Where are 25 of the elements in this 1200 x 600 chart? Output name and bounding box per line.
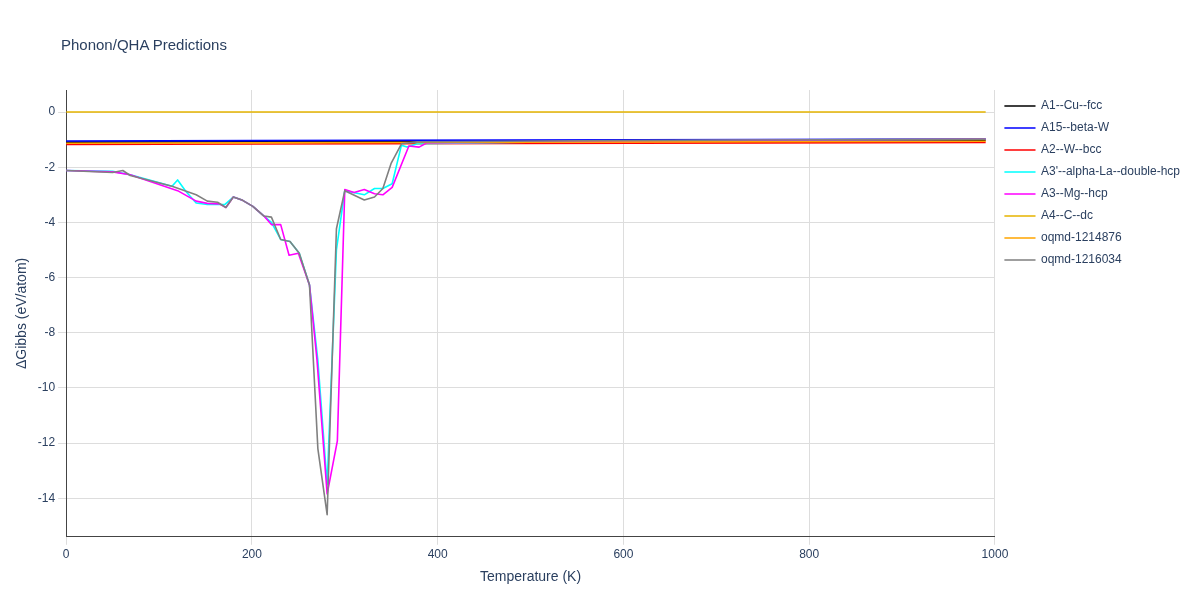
legend-label: A1--Cu--fcc bbox=[1040, 98, 1103, 113]
legend-label: A15--beta-W bbox=[1040, 120, 1110, 135]
legend-label: A3'--alpha-La--double-hcp bbox=[1040, 164, 1181, 179]
legend-label: oqmd-1216034 bbox=[1040, 252, 1123, 267]
legend-label: oqmd-1214876 bbox=[1040, 230, 1123, 245]
y-tick-label: -2 bbox=[44, 159, 56, 174]
y-tick-label: -6 bbox=[44, 269, 56, 284]
legend-label: A3--Mg--hcp bbox=[1040, 186, 1108, 201]
x-tick-label: 600 bbox=[613, 547, 634, 562]
y-tick-label: -4 bbox=[44, 214, 56, 229]
y-tick-label: -14 bbox=[37, 490, 56, 505]
x-axis-title: Temperature (K) bbox=[479, 568, 582, 585]
x-tick-label: 400 bbox=[427, 547, 448, 562]
y-tick-label: -8 bbox=[44, 325, 56, 340]
legend-label: A2--W--bcc bbox=[1040, 142, 1102, 157]
x-tick-label: 1000 bbox=[981, 547, 1009, 562]
x-tick-label: 200 bbox=[241, 547, 263, 562]
x-tick-label: 0 bbox=[62, 547, 70, 562]
y-axis-title: ΔGibbs (eV/atom) bbox=[13, 257, 30, 370]
chart-title: Phonon/QHA Predictions bbox=[61, 36, 227, 53]
y-tick-label: 0 bbox=[48, 104, 56, 119]
legend-label: A4--C--dc bbox=[1040, 208, 1093, 223]
x-tick-label: 800 bbox=[799, 547, 820, 562]
y-tick-label: -10 bbox=[37, 380, 56, 395]
y-tick-label: -12 bbox=[37, 435, 56, 450]
